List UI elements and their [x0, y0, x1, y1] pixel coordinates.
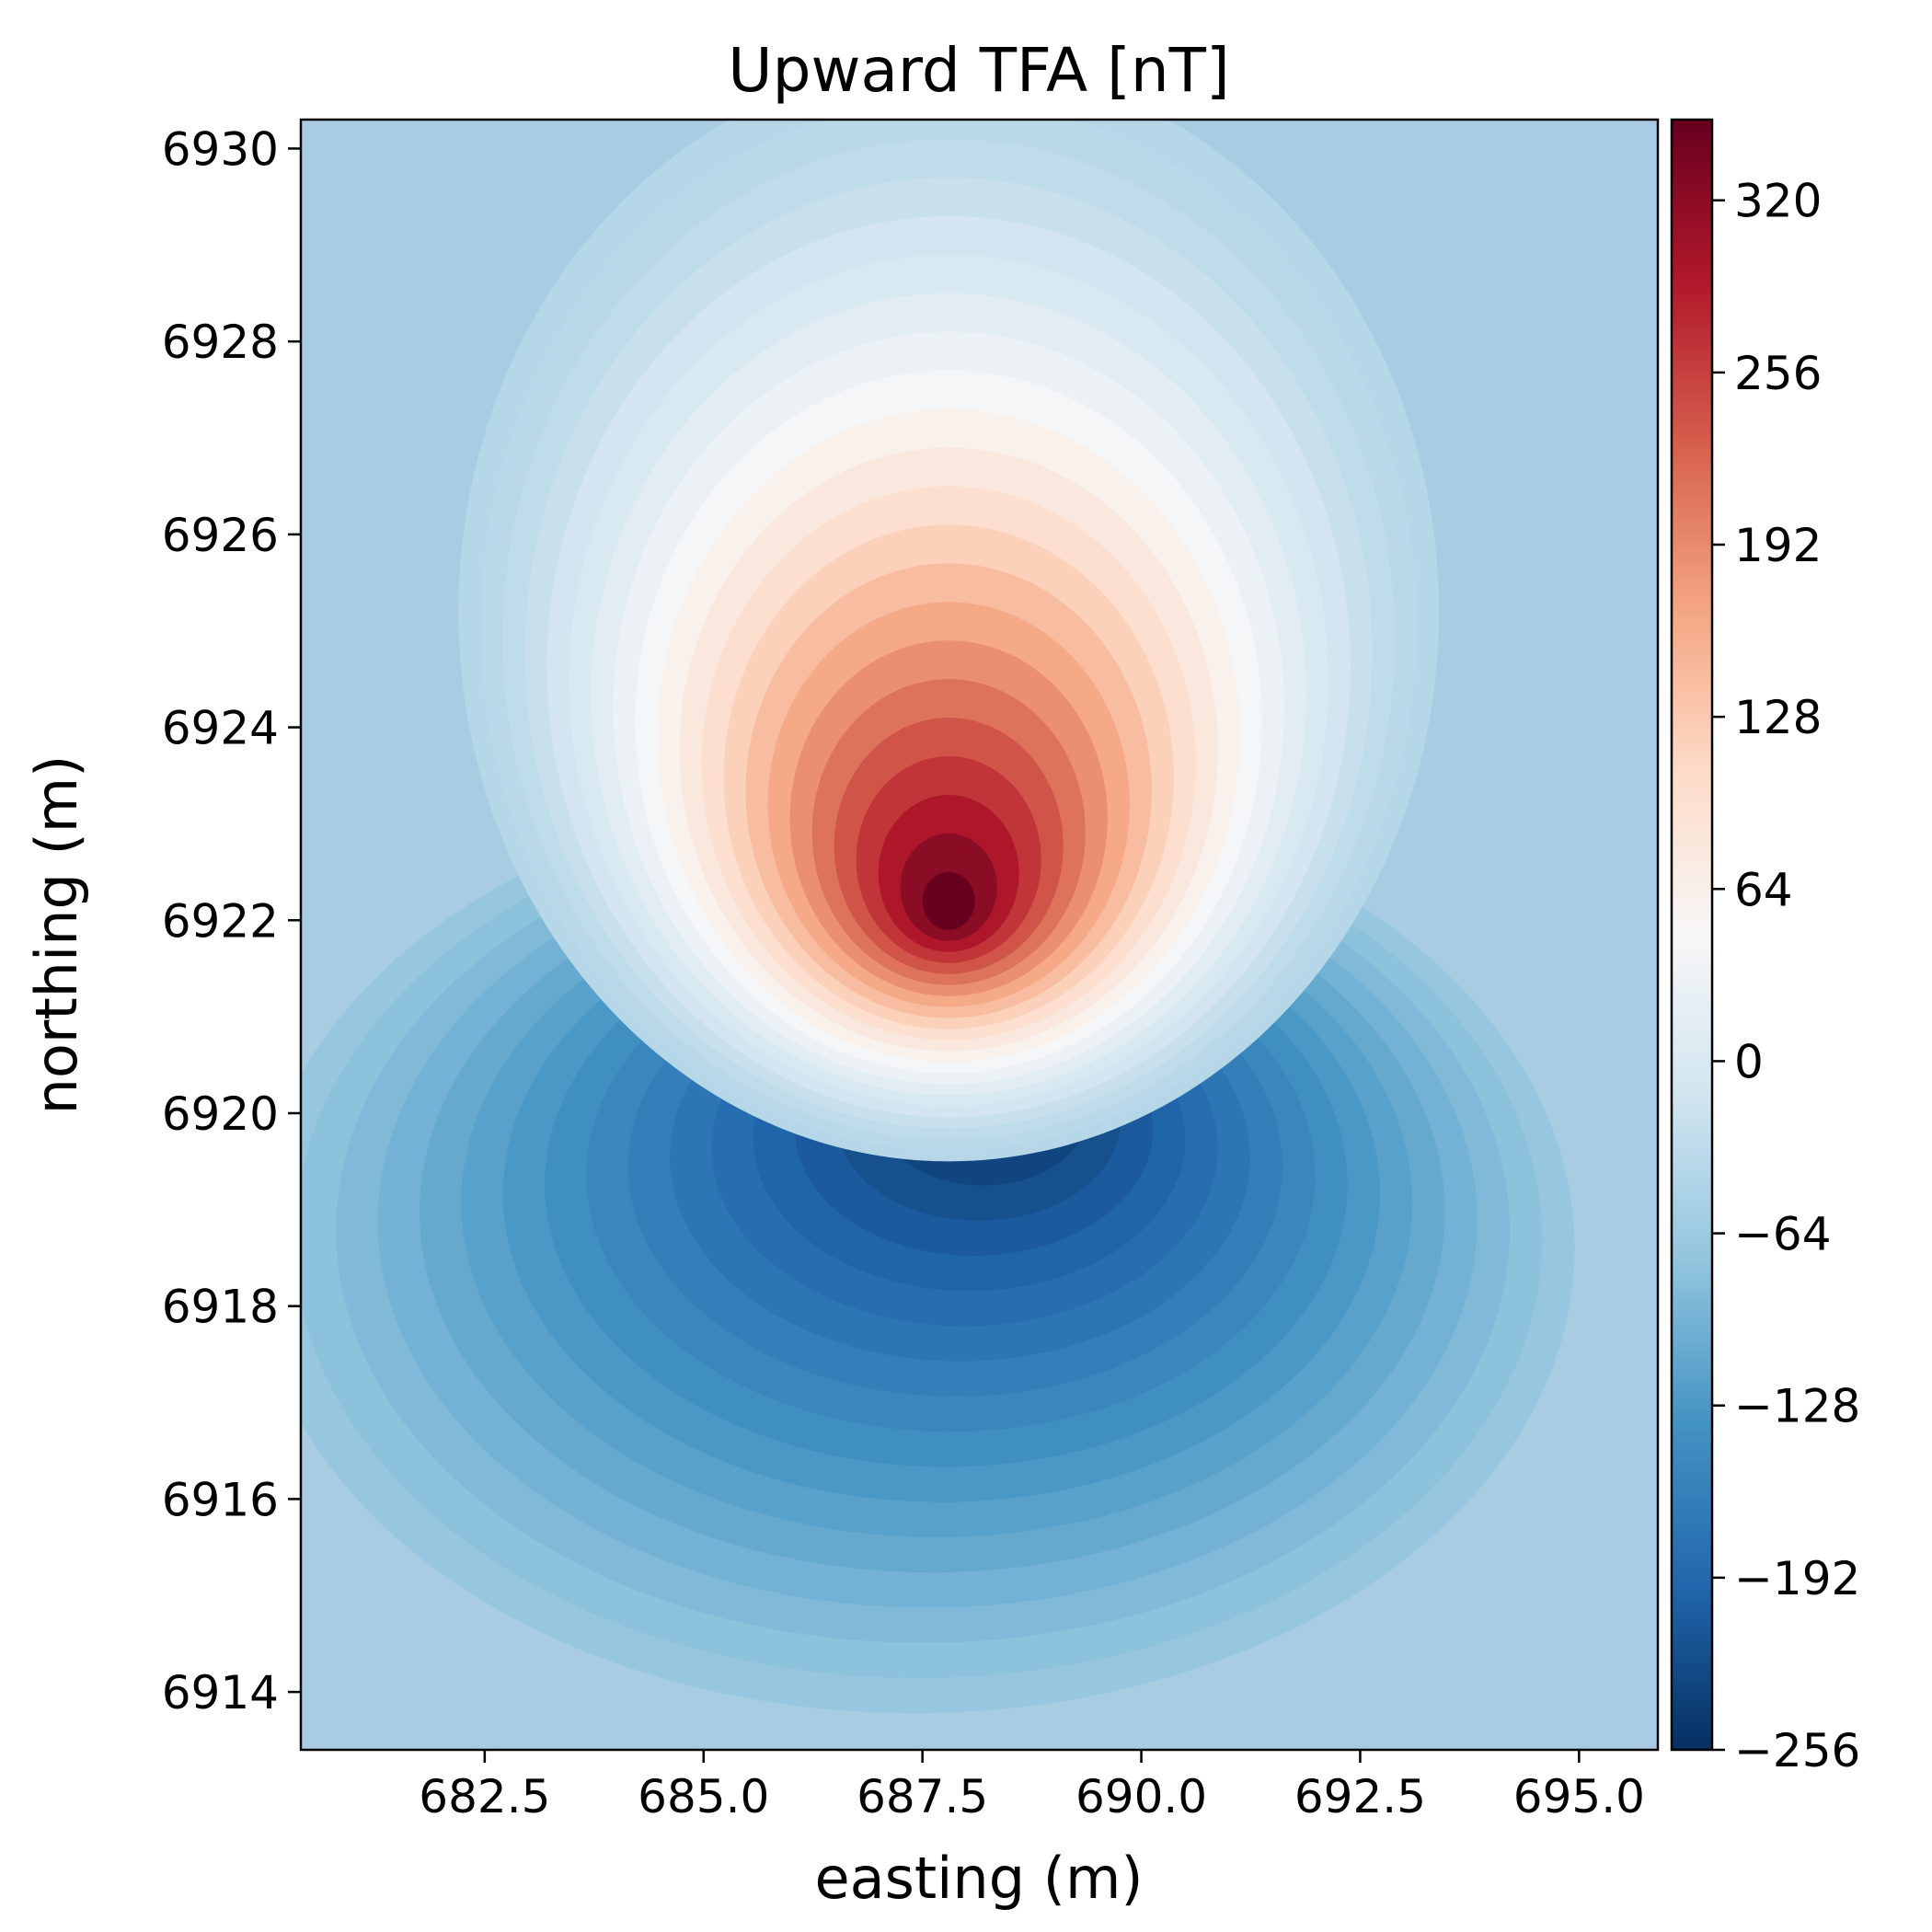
plot-area: [299, 118, 1660, 1752]
positive-contour: [922, 871, 975, 930]
colorbar: 320 256 192 128 64 0 −64 −128 −192 −256: [1670, 118, 1860, 1777]
colorbar-ticks: 320 256 192 128 64 0 −64 −128 −192 −256: [1712, 175, 1860, 1777]
colorbar-tick-label: 0: [1734, 1035, 1764, 1088]
colorbar-tick-label: −128: [1734, 1380, 1860, 1433]
x-tick-label: 682.5: [419, 1770, 550, 1823]
x-axis-label: easting (m): [814, 1845, 1143, 1912]
x-tick-label: 695.0: [1513, 1770, 1645, 1823]
colorbar-bar: [1670, 118, 1714, 1752]
x-tick-label: 690.0: [1075, 1770, 1207, 1823]
x-tick-label: 685.0: [638, 1770, 769, 1823]
y-axis: 6914 6916 6918 6920 6922 6924 6926 6928 6930: [162, 122, 301, 1719]
y-tick-label: 6916: [162, 1473, 279, 1526]
colorbar-tick-label: 256: [1734, 347, 1822, 400]
y-tick-label: 6914: [162, 1666, 279, 1719]
colorbar-tick-label: −192: [1734, 1552, 1860, 1605]
chart-title: Upward TFA [nT]: [728, 35, 1229, 106]
colorbar-tick-label: 64: [1734, 863, 1793, 916]
y-tick-label: 6918: [162, 1281, 279, 1334]
colorbar-tick-label: −64: [1734, 1208, 1832, 1261]
y-tick-label: 6930: [162, 122, 279, 176]
x-axis: 682.5 685.0 687.5 690.0 692.5 695.0: [419, 1750, 1645, 1823]
y-tick-label: 6924: [162, 702, 279, 755]
colorbar-tick-label: 320: [1734, 175, 1822, 228]
x-tick-label: 692.5: [1294, 1770, 1426, 1823]
plot-frame: [299, 118, 1660, 1752]
x-tick-label: 687.5: [857, 1770, 988, 1823]
y-tick-label: 6928: [162, 316, 279, 369]
colorbar-tick-label: 128: [1734, 691, 1822, 744]
anomaly-field: [301, 120, 1575, 1714]
y-tick-label: 6926: [162, 509, 279, 562]
colorbar-tick-label: −256: [1734, 1724, 1860, 1777]
y-tick-label: 6922: [162, 894, 279, 948]
y-tick-label: 6920: [162, 1087, 279, 1141]
colorbar-tick-label: 192: [1734, 519, 1822, 572]
y-axis-label: northing (m): [23, 755, 90, 1115]
